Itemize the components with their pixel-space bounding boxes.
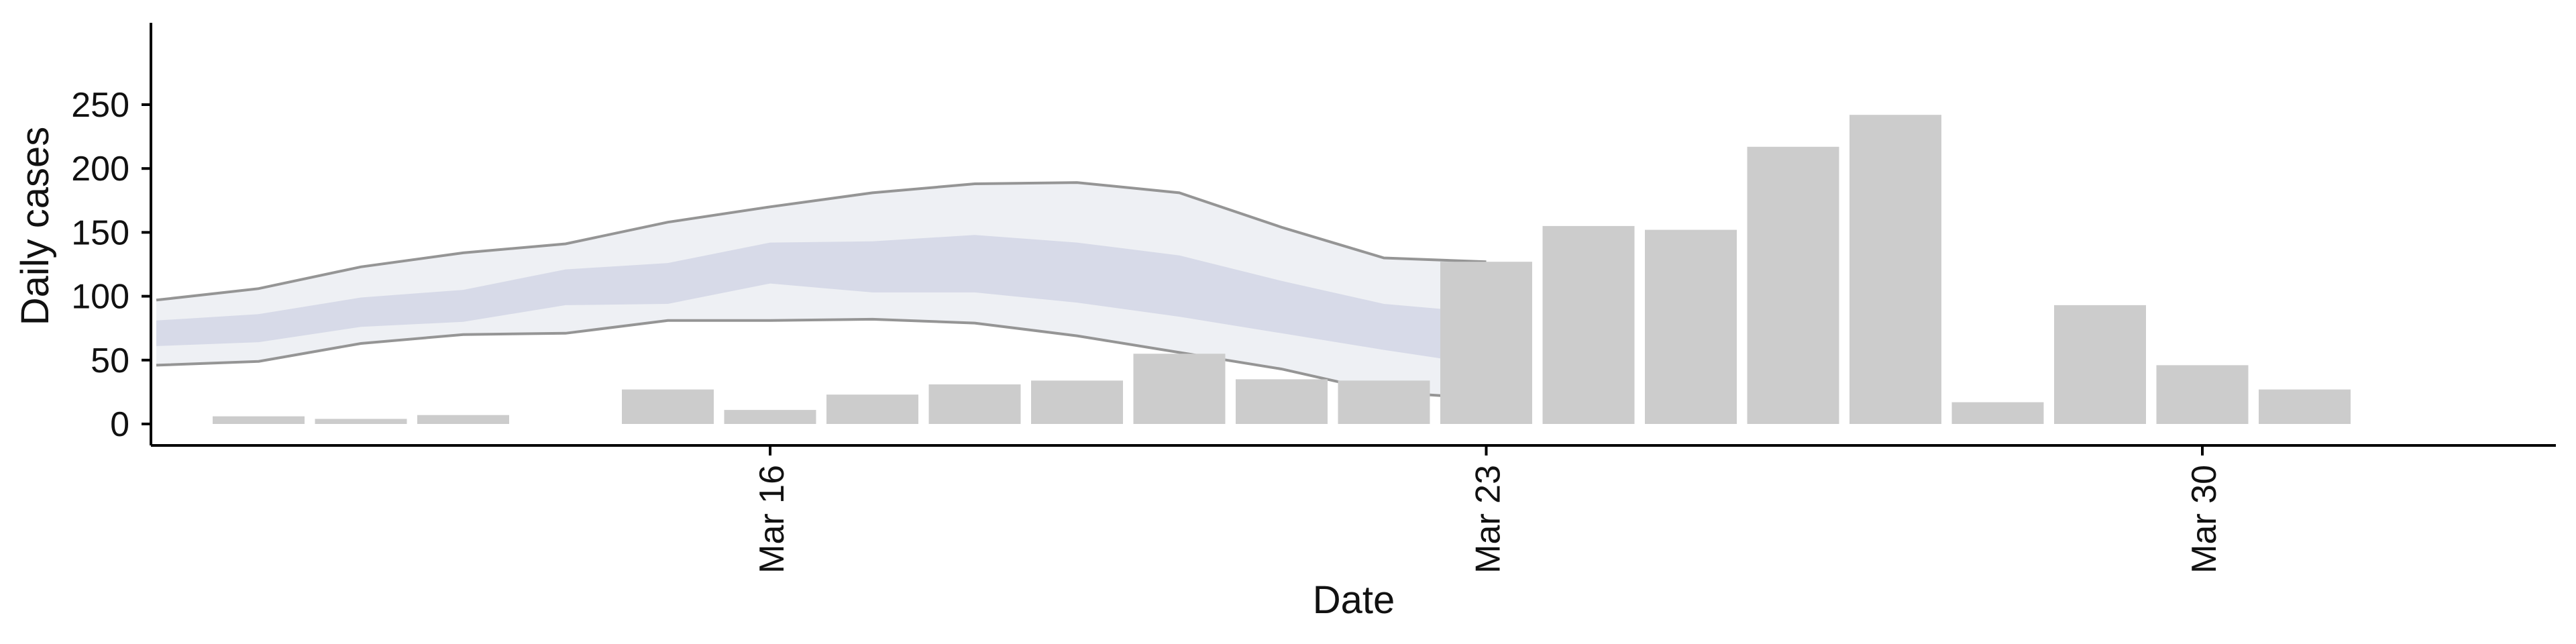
daily-cases-bar [1849, 115, 1941, 424]
daily-cases-bar [1747, 146, 1839, 425]
axes [150, 23, 2556, 447]
daily-cases-bar [928, 384, 1021, 424]
y-tick-label: 200 [71, 150, 129, 189]
daily-cases-bar [315, 419, 407, 424]
daily-cases-bar [1645, 229, 1737, 424]
daily-cases-bar [2259, 389, 2351, 424]
y-axis-title: Daily cases [13, 127, 57, 326]
forecast-outer-interval [156, 182, 1487, 398]
forecast-lower-edge [156, 317, 1487, 400]
daily-cases-bar [1236, 379, 1328, 424]
plot-area [156, 115, 2351, 425]
daily-cases-bar [1542, 225, 1635, 424]
axis-ticks: 0 50 100 150 200 250 Mar 16 Mar 23 Mar 30 [71, 86, 2224, 574]
x-axis-title: Date [1313, 578, 1395, 622]
y-tick-label: 50 [91, 341, 129, 380]
forecast-upper-edge [156, 181, 1487, 302]
y-tick-label: 250 [71, 86, 129, 125]
x-tick-label: Mar 30 [2185, 465, 2224, 574]
daily-cases-bar [1031, 380, 1123, 424]
daily-cases-bar [724, 410, 816, 424]
daily-cases-bar [1133, 354, 1226, 424]
daily-cases-bar [622, 389, 714, 424]
daily-cases-bar [1338, 380, 1430, 424]
daily-cases-bar [213, 416, 305, 424]
daily-cases-bar [2156, 365, 2249, 424]
y-tick-label: 100 [71, 278, 129, 317]
y-tick-label: 0 [110, 405, 129, 444]
daily-cases-bar [2054, 305, 2146, 424]
daily-cases-bar [826, 394, 918, 424]
x-tick-label: Mar 16 [753, 465, 792, 574]
daily-cases-bar [417, 415, 509, 424]
y-tick-label: 150 [71, 213, 129, 252]
daily-cases-bar [1440, 262, 1532, 424]
x-tick-label: Mar 23 [1469, 465, 1508, 574]
daily-cases-bar [1951, 402, 2044, 424]
forecast-inner-interval [156, 235, 1487, 366]
